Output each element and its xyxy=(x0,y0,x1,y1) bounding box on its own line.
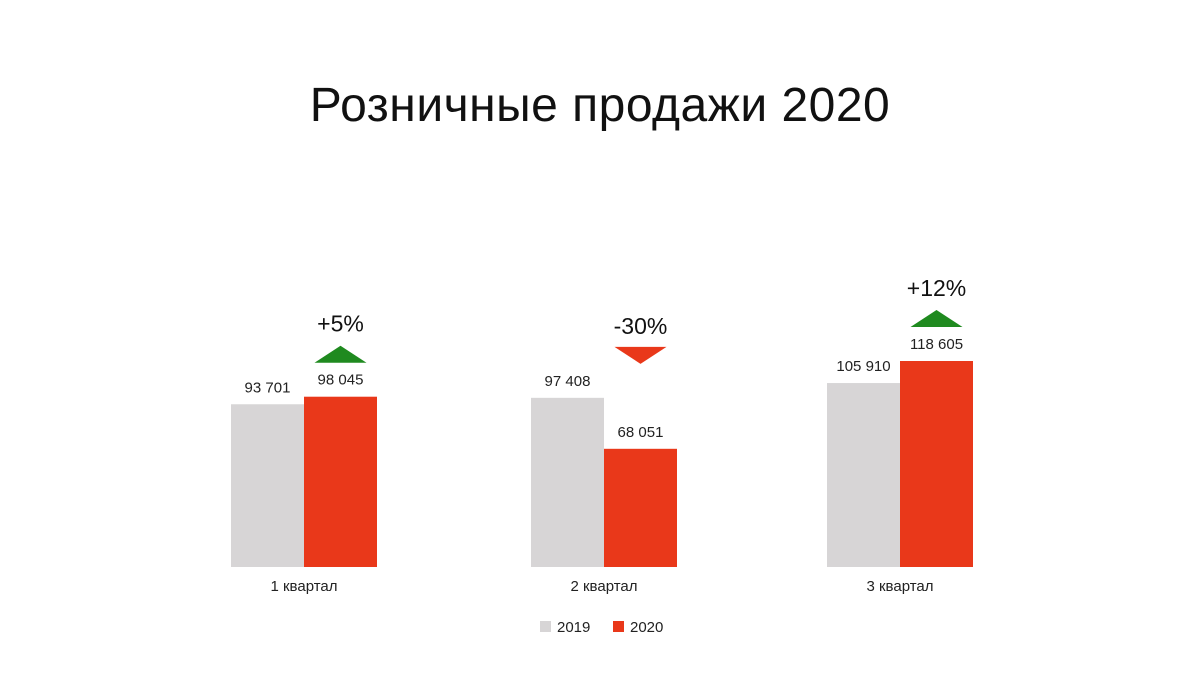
value-label-2020-q2: 68 051 xyxy=(618,424,664,441)
category-label-q1: 1 квартал xyxy=(270,578,337,595)
legend-label-2020: 2020 xyxy=(630,619,663,636)
arrow-up-icon-q1 xyxy=(314,345,367,363)
bar-2019-q1 xyxy=(231,404,304,567)
bar-2019-q2 xyxy=(531,397,604,567)
value-label-2019-q2: 97 408 xyxy=(545,373,591,390)
arrow-down-icon-q2 xyxy=(614,346,667,364)
legend-label-2019: 2019 xyxy=(557,619,590,636)
value-label-2020-q3: 118 605 xyxy=(910,336,963,353)
legend: 2019 2020 xyxy=(540,619,663,636)
value-label-2019-q3: 105 910 xyxy=(836,358,890,375)
bar-2020-q2 xyxy=(604,448,677,567)
change-label-q3: +12% xyxy=(907,275,966,301)
bar-2020-q1 xyxy=(304,396,377,567)
value-label-2020-q1: 98 045 xyxy=(318,372,364,389)
category-label-q2: 2 квартал xyxy=(570,578,637,595)
change-label-q2: -30% xyxy=(614,313,668,339)
legend-swatch-2019 xyxy=(540,621,551,632)
change-label-q1: +5% xyxy=(317,311,364,337)
legend-swatch-2020 xyxy=(613,621,624,632)
bar-2020-q3 xyxy=(900,361,973,567)
category-label-q3: 3 квартал xyxy=(866,578,933,595)
value-label-2019-q1: 93 701 xyxy=(245,379,291,396)
chart-title: Розничные продажи 2020 xyxy=(309,79,891,132)
arrow-up-icon-q3 xyxy=(910,310,963,327)
bar-2019-q3 xyxy=(827,383,900,567)
